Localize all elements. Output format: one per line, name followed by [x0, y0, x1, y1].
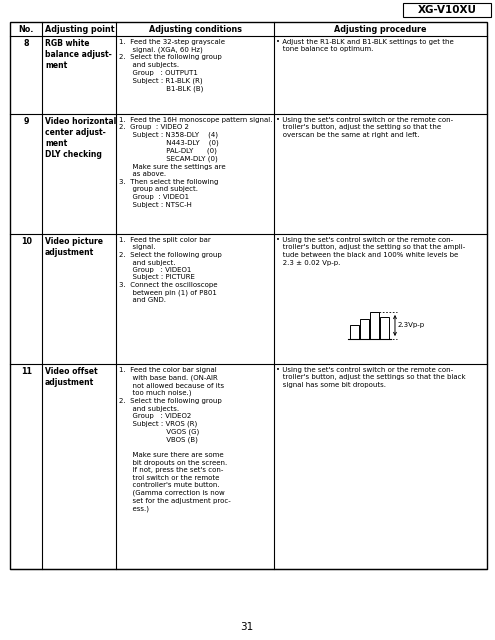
- Text: Adjusting conditions: Adjusting conditions: [148, 24, 242, 33]
- Text: Video offset
adjustment: Video offset adjustment: [45, 367, 98, 387]
- Text: 9: 9: [23, 117, 29, 126]
- Bar: [350, 325, 359, 339]
- Bar: [360, 319, 369, 339]
- Text: Video horizontal
center adjust-
ment
DLY checking: Video horizontal center adjust- ment DLY…: [45, 117, 116, 159]
- Text: • Using the set's control switch or the remote con-
   troller's button, adjust : • Using the set's control switch or the …: [276, 237, 465, 266]
- Bar: [403, 3, 491, 17]
- Text: Adjusting procedure: Adjusting procedure: [334, 24, 427, 33]
- Text: Adjusting point: Adjusting point: [45, 24, 114, 33]
- Text: 1.  Feed the split color bar
      signal.
2.  Select the following group
      : 1. Feed the split color bar signal. 2. S…: [119, 237, 222, 303]
- Text: 11: 11: [21, 367, 32, 376]
- Text: 1.  Feed the color bar signal
      with base band. (ON-AIR
      not allowed be: 1. Feed the color bar signal with base b…: [119, 367, 231, 511]
- Text: 8: 8: [23, 39, 29, 48]
- Bar: [370, 312, 379, 339]
- Text: Video picture
adjustment: Video picture adjustment: [45, 237, 103, 257]
- Text: 31: 31: [241, 622, 253, 632]
- Text: • Using the set's control switch or the remote con-
   troller's button, adjust : • Using the set's control switch or the …: [276, 367, 466, 388]
- Text: • Adjust the R1-BLK and B1-BLK settings to get the
   tone balance to optimum.: • Adjust the R1-BLK and B1-BLK settings …: [276, 39, 454, 52]
- Text: RGB white
balance adjust-
ment: RGB white balance adjust- ment: [45, 39, 112, 70]
- Text: 1.  Feed the 16H monoscope pattern signal.
2.  Group  : VIDEO 2
      Subject : : 1. Feed the 16H monoscope pattern signal…: [119, 117, 272, 207]
- Bar: [381, 317, 389, 339]
- Text: 10: 10: [21, 237, 32, 246]
- Bar: [10, 22, 487, 569]
- Text: 2.3Vp-p: 2.3Vp-p: [397, 323, 425, 328]
- Text: No.: No.: [18, 24, 34, 33]
- Text: 1.  Feed the 32-step grayscale
      signal. (XGA, 60 Hz)
2.  Select the followi: 1. Feed the 32-step grayscale signal. (X…: [119, 39, 225, 92]
- Text: XG-V10XU: XG-V10XU: [417, 5, 477, 15]
- Text: • Using the set's control switch or the remote con-
   troller's button, adjust : • Using the set's control switch or the …: [276, 117, 453, 138]
